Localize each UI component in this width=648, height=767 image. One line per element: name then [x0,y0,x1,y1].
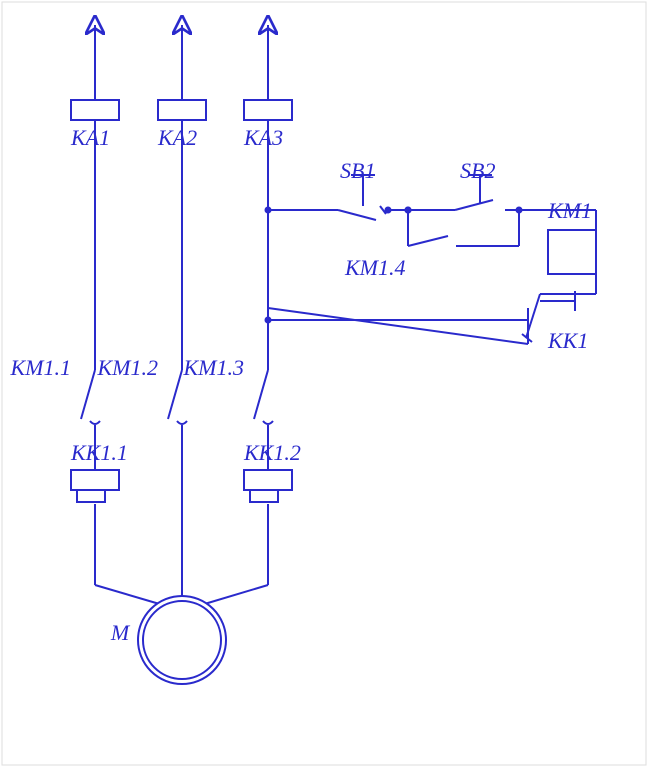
label-sb1: SB1 [340,158,375,183]
label-sb2: SB2 [460,158,495,183]
label-km14: KM1.4 [344,255,406,280]
label-km13: KM1.3 [183,355,245,380]
label-kk12: KK1.2 [243,440,301,465]
label-kk11: KK1.1 [70,440,128,465]
label-ka3: KA3 [243,125,283,150]
motor-control-schematic: KA1 KM1.1 KA2 KM1.2 KA3 KM1.3 KK1.1 KK1.2 M SB1 KM… [0,0,648,767]
label-kk1: KK1 [547,328,588,353]
label-km1: KM1 [547,198,592,223]
label-ka2: KA2 [157,125,197,150]
label-ka1: KA1 [70,125,110,150]
label-km11: KM1.1 [10,355,72,380]
label-km12: KM1.2 [97,355,159,380]
label-motor: M [110,620,131,645]
